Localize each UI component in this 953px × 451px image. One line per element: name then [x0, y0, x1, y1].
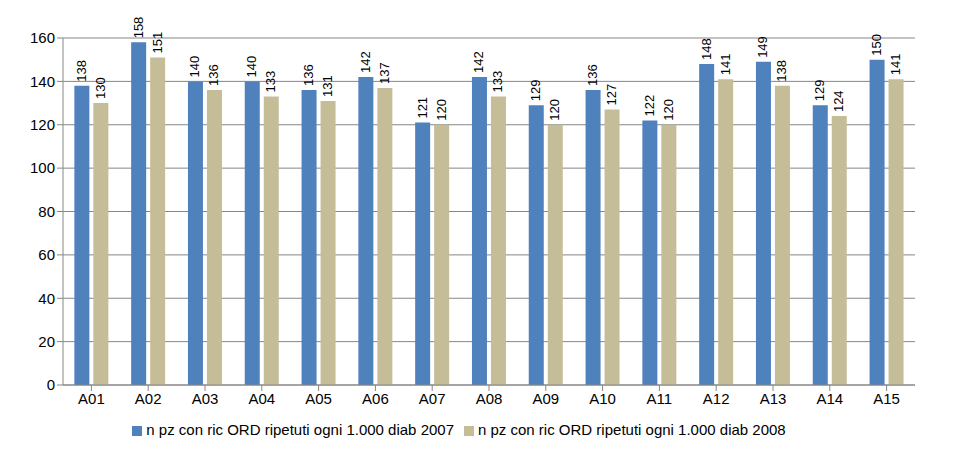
svg-text:136: 136 — [206, 64, 221, 86]
svg-text:A02: A02 — [135, 390, 162, 407]
svg-text:A11: A11 — [647, 390, 673, 407]
svg-text:120: 120 — [30, 116, 55, 133]
svg-text:20: 20 — [38, 333, 55, 350]
svg-text:A03: A03 — [192, 390, 219, 407]
svg-text:120: 120 — [661, 99, 676, 121]
svg-text:140: 140 — [30, 73, 55, 90]
svg-text:142: 142 — [358, 51, 373, 73]
svg-text:129: 129 — [812, 80, 827, 102]
html-text:n pz con ric ORD ripetuti ogni: n pz con ric ORD ripetuti ogni 1.000 dia… — [146, 421, 454, 438]
svg-text:A01: A01 — [78, 390, 105, 407]
svg-text:140: 140 — [187, 56, 202, 78]
svg-text:133: 133 — [263, 71, 278, 93]
svg-text:A15: A15 — [873, 390, 900, 407]
html-text:n pz con ric ORD ripetuti ogni: n pz con ric ORD ripetuti ogni 1.000 dia… — [478, 421, 786, 438]
svg-text:A14: A14 — [816, 390, 843, 407]
svg-text:A06: A06 — [362, 390, 389, 407]
svg-text:133: 133 — [490, 71, 505, 93]
svg-text:151: 151 — [150, 32, 165, 54]
svg-text:124: 124 — [831, 90, 846, 112]
svg-text:A13: A13 — [760, 390, 787, 407]
svg-text:A12: A12 — [703, 390, 730, 407]
svg-text:100: 100 — [30, 159, 55, 176]
svg-text:A07: A07 — [419, 390, 446, 407]
svg-text:130: 130 — [93, 77, 108, 99]
svg-text:0: 0 — [47, 376, 55, 393]
svg-text:120: 120 — [434, 99, 449, 121]
svg-text:136: 136 — [585, 64, 600, 86]
svg-text:142: 142 — [471, 51, 486, 73]
svg-text:140: 140 — [244, 56, 259, 78]
svg-text:A10: A10 — [589, 390, 616, 407]
svg-text:141: 141 — [718, 54, 733, 76]
svg-text:137: 137 — [377, 62, 392, 84]
svg-text:160: 160 — [30, 29, 55, 46]
svg-text:127: 127 — [604, 84, 619, 106]
svg-text:129: 129 — [528, 80, 543, 102]
svg-text:158: 158 — [131, 17, 146, 39]
svg-text:138: 138 — [774, 60, 789, 82]
svg-text:80: 80 — [38, 203, 55, 220]
svg-text:A05: A05 — [305, 390, 332, 407]
svg-text:136: 136 — [301, 64, 316, 86]
svg-text:A04: A04 — [248, 390, 275, 407]
svg-text:148: 148 — [699, 38, 714, 60]
svg-text:120: 120 — [547, 99, 562, 121]
svg-text:150: 150 — [869, 34, 884, 56]
svg-text:40: 40 — [38, 290, 55, 307]
svg-text:A09: A09 — [532, 390, 559, 407]
svg-text:122: 122 — [642, 95, 657, 117]
svg-text:60: 60 — [38, 246, 55, 263]
svg-text:138: 138 — [74, 60, 89, 82]
svg-text:A08: A08 — [476, 390, 503, 407]
svg-text:131: 131 — [320, 75, 335, 97]
svg-text:149: 149 — [755, 36, 770, 58]
svg-text:141: 141 — [888, 54, 903, 76]
svg-text:121: 121 — [415, 97, 430, 119]
